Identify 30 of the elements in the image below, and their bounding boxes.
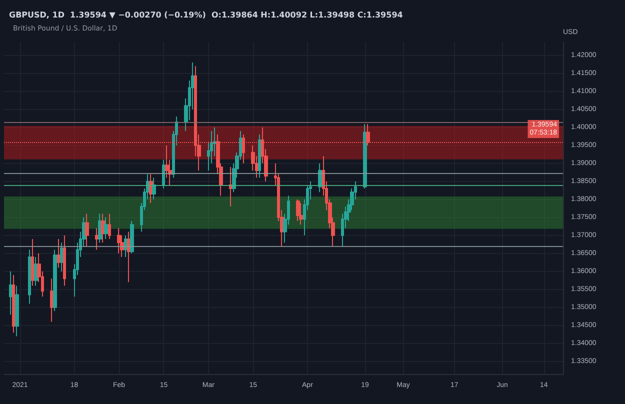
candlestick xyxy=(117,228,121,254)
candlestick xyxy=(95,228,98,250)
candlestick xyxy=(104,216,108,240)
candlestick xyxy=(28,249,31,304)
candlestick xyxy=(152,177,156,200)
candlestick xyxy=(318,162,322,193)
candlestick xyxy=(53,249,57,312)
candlestick xyxy=(229,166,233,208)
candlestick xyxy=(149,174,153,204)
candlestick xyxy=(162,159,165,190)
candlestick xyxy=(15,285,19,337)
candlestick xyxy=(296,198,300,222)
chart-title: GBPUSD, 1D 1.39594 ▼ −0.00270 (−0.19%) O:1.39864 H:1.40092 L:1.39498 C:1.39594 xyxy=(9,10,404,20)
candlestick xyxy=(34,256,38,286)
candlestick xyxy=(63,234,66,286)
candlestick xyxy=(50,278,54,322)
candlestick xyxy=(12,274,15,334)
candlestick xyxy=(31,238,34,286)
candlestick xyxy=(127,231,130,283)
candlestick xyxy=(85,213,89,247)
candlestick xyxy=(108,213,111,240)
candlestick xyxy=(363,124,367,190)
candlestick xyxy=(57,238,60,268)
candlestick xyxy=(101,213,105,244)
candlestick xyxy=(9,270,12,316)
candlestick xyxy=(124,234,127,258)
candlestick xyxy=(130,220,134,254)
candlestick xyxy=(258,134,261,178)
candlestick xyxy=(299,202,303,226)
candlestick xyxy=(60,242,63,272)
